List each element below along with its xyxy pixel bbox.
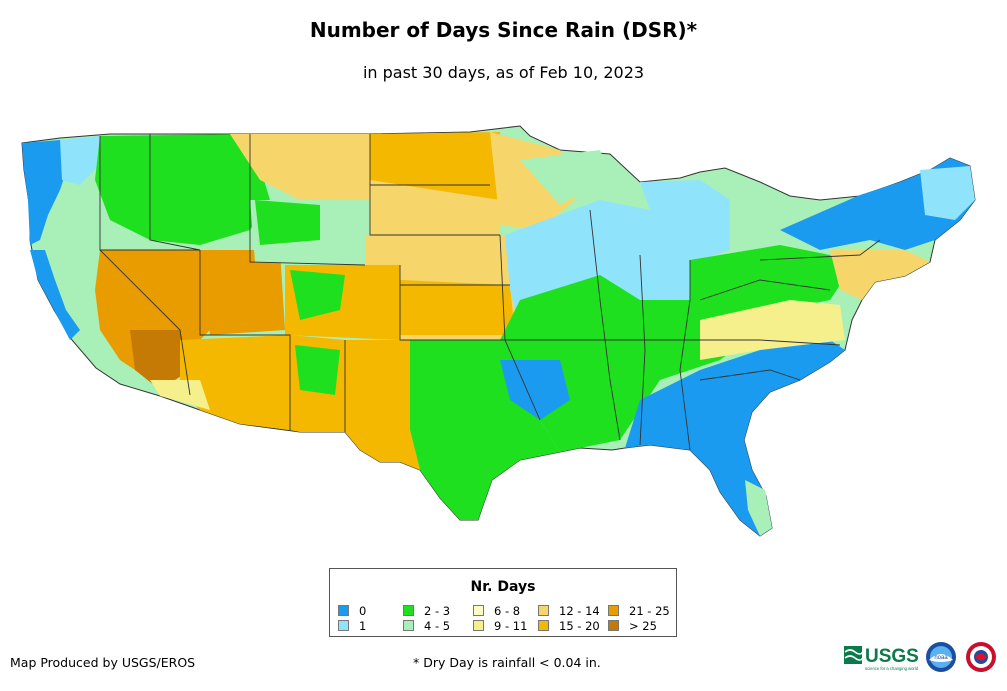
border-mid-1 xyxy=(369,134,500,236)
agency-logos: USGS science for a changing world noaa xyxy=(844,642,996,672)
legend-swatch xyxy=(403,620,414,631)
legend-label: 2 - 3 xyxy=(424,604,451,618)
legend-item: 6 - 8 xyxy=(473,605,520,617)
legend-label: 0 xyxy=(359,604,367,618)
region-ohio-valley xyxy=(690,245,850,320)
region-utah xyxy=(200,250,285,335)
usgs-logo-mark xyxy=(844,646,862,664)
border-west-5 xyxy=(249,134,366,266)
region-co-rockies xyxy=(290,270,345,320)
legend-label: 21 - 25 xyxy=(629,604,670,618)
map-credit: Map Produced by USGS/EROS xyxy=(10,655,196,670)
region-texas-west xyxy=(345,340,420,470)
region-virginia xyxy=(700,300,845,360)
legend-swatch xyxy=(403,605,414,616)
noaa-logo: noaa xyxy=(926,642,956,672)
map-subtitle: in past 30 days, as of Feb 10, 2023 xyxy=(362,63,645,82)
border-mid-6 xyxy=(499,234,541,421)
border-east-5 xyxy=(699,279,831,301)
legend-label: 12 - 14 xyxy=(559,604,600,618)
legend-label: 9 - 11 xyxy=(494,619,528,633)
legend-item: 9 - 11 xyxy=(473,620,527,632)
region-mojave xyxy=(130,330,190,390)
nws-logo xyxy=(966,642,996,672)
dry-day-note: * Dry Day is rainfall < 0.04 in. xyxy=(413,655,601,670)
legend-item: 15 - 20 xyxy=(538,620,600,632)
region-ca-coast xyxy=(30,250,80,340)
noaa-logo-bird xyxy=(929,654,953,662)
region-pnw-wet xyxy=(22,140,70,245)
nws-logo-swirl xyxy=(975,653,987,661)
legend-label: 15 - 20 xyxy=(559,619,600,633)
legend-swatch xyxy=(338,620,349,631)
legend-swatch xyxy=(538,605,549,616)
legend-item: 4 - 5 xyxy=(403,620,450,632)
border-east-7 xyxy=(699,369,801,381)
legend-swatch xyxy=(538,620,549,631)
region-kansas xyxy=(400,280,515,335)
legend-swatch xyxy=(608,605,619,616)
legend-item: > 25 xyxy=(608,620,657,632)
region-wa-coast xyxy=(60,136,104,185)
legend-item: 1 xyxy=(338,620,366,632)
legend-label: > 25 xyxy=(629,619,657,633)
dsr-regions xyxy=(22,132,975,536)
region-nm-green xyxy=(295,345,340,395)
region-wyoming-green xyxy=(255,200,320,245)
border-east-2 xyxy=(639,254,646,446)
border-east-3 xyxy=(679,260,691,451)
region-az-west xyxy=(150,380,210,410)
legend-title: Nr. Days xyxy=(470,579,536,595)
region-mn-north xyxy=(520,150,610,205)
usgs-logo-tagline: science for a changing world xyxy=(865,666,919,671)
legend-label: 4 - 5 xyxy=(424,619,451,633)
legend-swatch xyxy=(608,620,619,631)
region-southeast-blue xyxy=(625,340,845,536)
legend-swatch xyxy=(473,605,484,616)
region-ar-la-blue xyxy=(500,360,570,420)
legend-item: 21 - 25 xyxy=(608,605,670,617)
border-mid-3 xyxy=(399,265,520,341)
region-northern-rockies xyxy=(95,134,270,245)
usgs-logo-waves xyxy=(844,649,864,661)
legend-label: 6 - 8 xyxy=(494,604,521,618)
border-east-6 xyxy=(759,239,881,261)
region-montana-east xyxy=(230,134,370,200)
legend-item: 12 - 14 xyxy=(538,605,600,617)
state-borders xyxy=(99,134,881,451)
region-sd-south xyxy=(370,180,500,235)
border-west-4 xyxy=(149,134,201,251)
map-title: Number of Days Since Rain (DSR)* xyxy=(309,18,698,42)
legend-swatch xyxy=(473,620,484,631)
border-west-2 xyxy=(99,249,191,396)
region-florida-green xyxy=(745,480,772,536)
region-maine-light xyxy=(920,166,975,220)
usgs-logo: USGS science for a changing world xyxy=(844,646,919,671)
legend-swatch xyxy=(338,605,349,616)
region-michigan xyxy=(640,180,730,260)
legend-item: 2 - 3 xyxy=(403,605,450,617)
usgs-logo-text: USGS xyxy=(865,646,919,667)
noaa-logo-text: noaa xyxy=(934,655,948,661)
border-east-4 xyxy=(520,339,841,346)
legend-label: 1 xyxy=(359,619,367,633)
border-west-3 xyxy=(199,250,291,430)
region-mid-atlantic xyxy=(830,250,930,300)
legend-item: 0 xyxy=(338,605,366,617)
